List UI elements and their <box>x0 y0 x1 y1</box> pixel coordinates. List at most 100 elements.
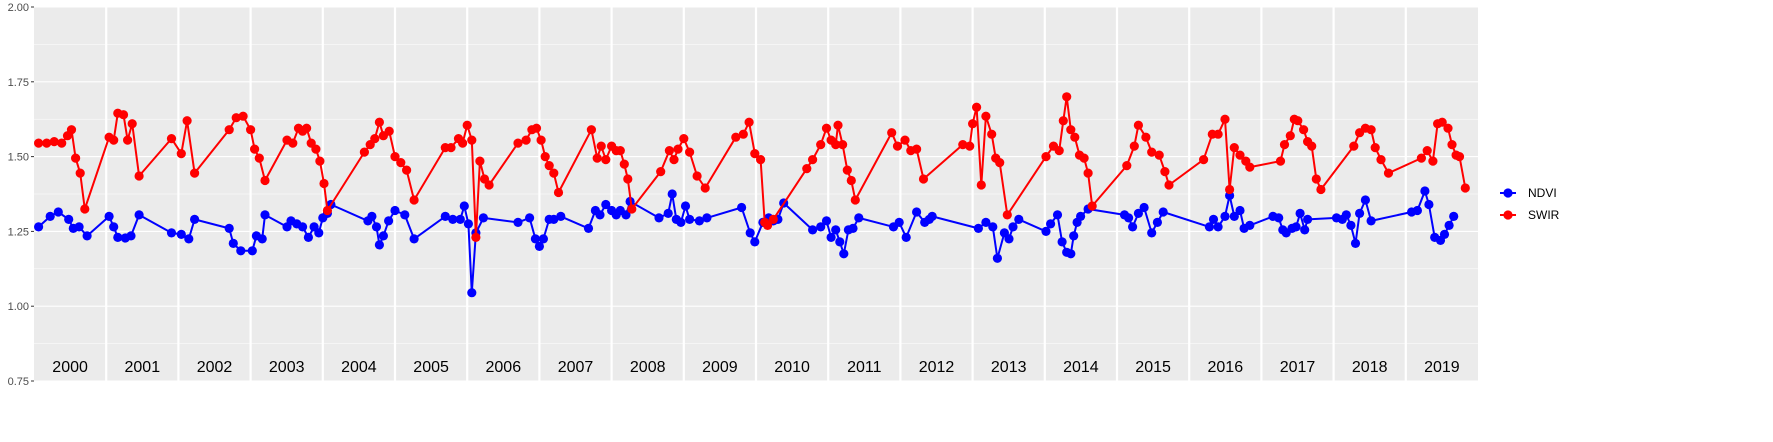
data-point-ndvi <box>1139 202 1149 213</box>
y-tick-label: 2.00 <box>8 2 29 14</box>
legend-dot-ndvi <box>1503 188 1513 198</box>
data-point-swir <box>1349 141 1359 151</box>
data-point-ndvi <box>854 213 864 223</box>
data-point-swir <box>1428 156 1438 166</box>
data-point-swir <box>750 149 760 159</box>
data-point-ndvi <box>1366 216 1376 226</box>
data-point-ndvi <box>113 232 123 242</box>
grid-lines <box>34 6 1478 382</box>
data-point-ndvi <box>821 216 832 226</box>
data-point-swir <box>238 111 248 121</box>
data-point-swir <box>1122 161 1132 171</box>
data-point-ndvi <box>1041 226 1051 236</box>
data-point-swir <box>972 102 982 112</box>
data-point-swir <box>1383 168 1394 178</box>
data-point-swir <box>1422 146 1432 156</box>
data-point-swir <box>544 161 554 171</box>
data-point-ndvi <box>390 205 400 216</box>
data-point-ndvi <box>621 210 631 220</box>
data-point-swir <box>458 138 468 148</box>
data-point-swir <box>1285 131 1295 141</box>
data-point-swir <box>1002 210 1012 220</box>
data-point-swir <box>1416 153 1426 163</box>
data-point-ndvi <box>1350 238 1361 248</box>
data-point-swir <box>596 141 606 151</box>
data-point-swir <box>1235 150 1245 160</box>
data-point-swir <box>1311 174 1321 184</box>
data-point-swir <box>586 125 597 135</box>
data-point-ndvi <box>1439 229 1450 239</box>
data-point-ndvi <box>583 223 594 233</box>
data-point-swir <box>540 152 550 162</box>
year-label: 2009 <box>702 359 738 376</box>
data-point-ndvi <box>808 225 818 235</box>
data-point-ndvi <box>549 214 559 224</box>
year-label: 2002 <box>197 359 233 376</box>
y-tick-label: 0.75 <box>8 376 29 388</box>
data-point-ndvi <box>525 213 535 223</box>
data-point-swir <box>127 119 137 129</box>
data-point-swir <box>49 137 59 147</box>
data-point-swir <box>763 220 773 230</box>
data-point-swir <box>1199 155 1209 165</box>
data-point-swir <box>190 168 200 178</box>
data-point-ndvi <box>1052 210 1063 220</box>
data-point-swir <box>987 129 997 139</box>
data-point-swir <box>42 138 52 148</box>
data-point-swir <box>1083 168 1093 178</box>
data-point-swir <box>1447 140 1457 150</box>
data-point-ndvi <box>166 228 177 238</box>
data-point-swir <box>1213 129 1223 139</box>
data-point-ndvi <box>530 234 541 244</box>
data-point-swir <box>176 149 186 159</box>
data-point-ndvi <box>1420 186 1430 196</box>
data-point-swir <box>1129 141 1139 151</box>
legend-label-swir: SWIR <box>1528 208 1560 222</box>
data-point-swir <box>315 156 325 166</box>
data-point-swir <box>231 113 241 123</box>
data-point-swir <box>821 123 832 133</box>
year-label: 2016 <box>1208 359 1244 376</box>
data-point-ndvi <box>455 214 465 224</box>
data-point-ndvi <box>1346 220 1356 230</box>
data-point-ndvi <box>1004 234 1014 244</box>
data-point-swir <box>1293 116 1303 126</box>
data-point-swir <box>374 117 384 127</box>
data-point-swir <box>838 140 848 150</box>
y-tick-label: 1.00 <box>8 301 29 313</box>
data-point-ndvi <box>894 217 904 227</box>
data-point-ndvi <box>973 223 984 233</box>
data-point-swir <box>475 156 485 166</box>
data-point-swir <box>1299 125 1309 135</box>
data-point-ndvi <box>1066 249 1076 259</box>
data-point-ndvi <box>247 246 257 256</box>
data-point-ndvi <box>440 211 450 221</box>
data-point-ndvi <box>367 211 377 221</box>
data-point-swir <box>756 155 766 165</box>
data-point-swir <box>976 180 986 190</box>
data-point-ndvi <box>1069 231 1079 241</box>
data-point-swir <box>1133 120 1143 130</box>
data-point-ndvi <box>595 210 605 220</box>
data-point-swir <box>484 180 494 190</box>
data-point-ndvi <box>1245 220 1255 230</box>
year-label: 2003 <box>269 359 305 376</box>
data-point-swir <box>744 117 754 127</box>
legend-label-ndvi: NDVI <box>1528 186 1557 200</box>
data-point-swir <box>446 143 456 153</box>
data-point-ndvi <box>1229 211 1239 221</box>
data-point-ndvi <box>1449 211 1459 221</box>
data-point-swir <box>75 168 85 178</box>
data-point-ndvi <box>912 207 922 217</box>
data-point-ndvi <box>835 237 845 247</box>
data-point-swir <box>692 171 702 181</box>
data-point-ndvi <box>927 211 937 221</box>
data-point-ndvi <box>816 222 826 232</box>
data-point-ndvi <box>981 217 991 227</box>
data-point-swir <box>553 187 564 198</box>
data-point-ndvi <box>538 234 549 244</box>
data-point-swir <box>981 111 991 121</box>
data-point-ndvi <box>1076 211 1086 221</box>
data-point-ndvi <box>1008 222 1018 232</box>
legend-item-swir: SWIR <box>1500 208 1560 222</box>
